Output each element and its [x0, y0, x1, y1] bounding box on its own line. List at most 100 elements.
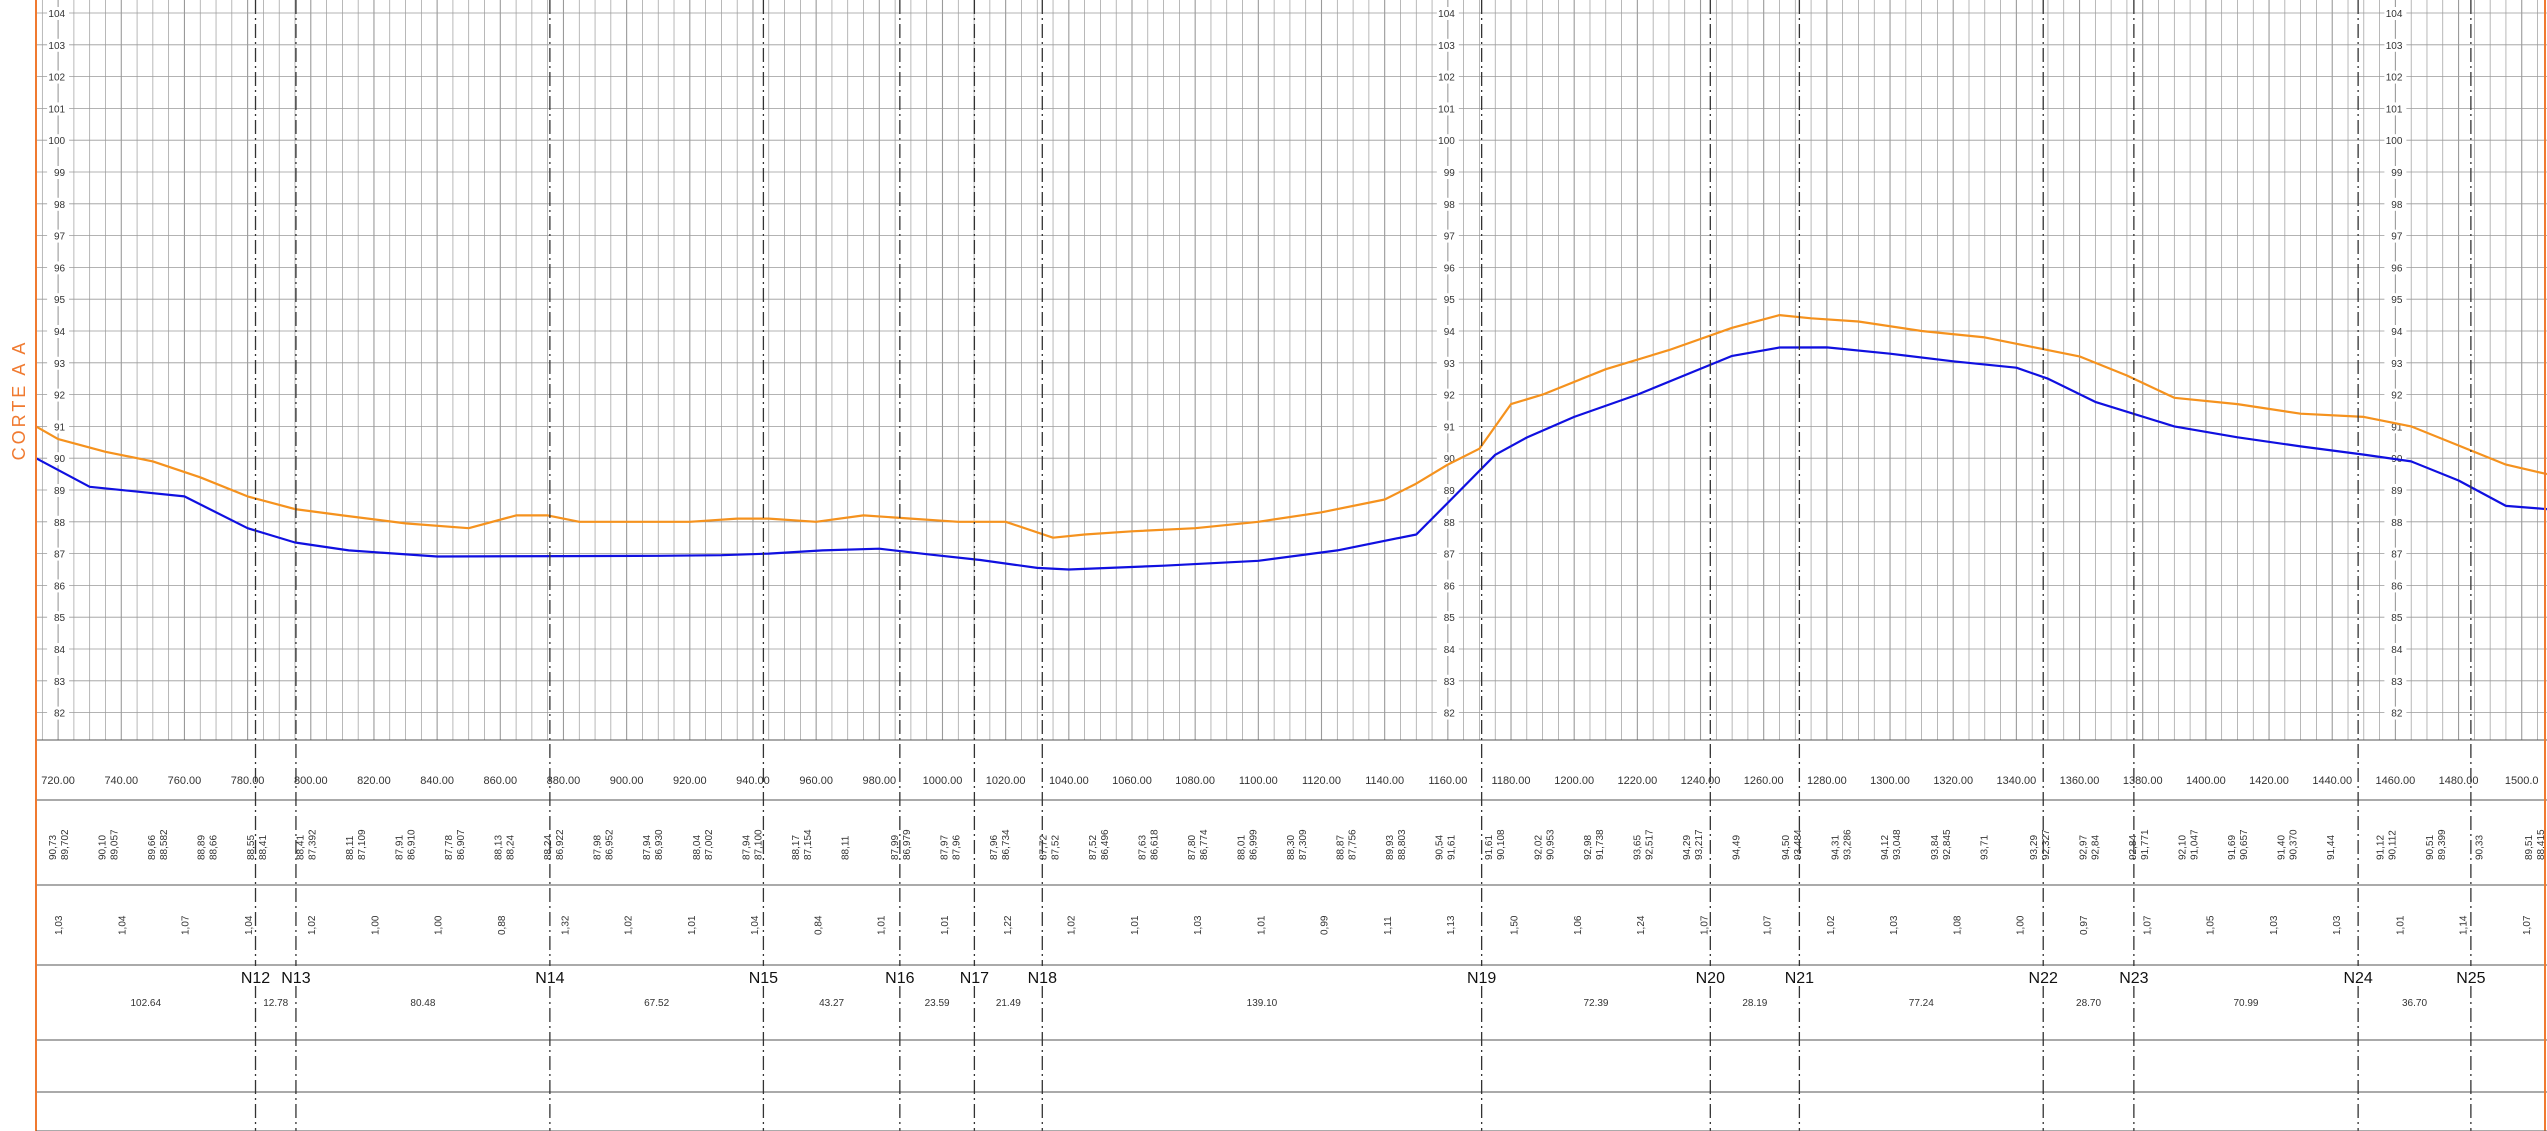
elevation-label-bg	[47, 70, 70, 84]
node-label: N12	[241, 970, 270, 987]
station-tick-label: 900.00	[610, 775, 644, 787]
elevation-label: 99	[2391, 168, 2403, 179]
elevation-label-bg	[1436, 515, 1459, 529]
pipe-elevation-value: 87,756	[1348, 829, 1359, 860]
elevation-label: 87	[2391, 550, 2403, 561]
pipe-elevation-value: 87,52	[1050, 835, 1061, 860]
elevation-label: 82	[2391, 709, 2403, 720]
elevation-label-bg	[47, 325, 70, 338]
pipe-elevation-value: 93,217	[1694, 829, 1705, 860]
terrain-elevation-value: 87,80	[1187, 835, 1198, 860]
pipe-elevation-value: 92,327	[2041, 829, 2052, 860]
slope-value: 1,14	[2459, 915, 2470, 935]
station-tick-label: 820.00	[357, 775, 391, 787]
pipe-elevation-value: 89,057	[110, 829, 121, 860]
elevation-label: 87	[1444, 550, 1456, 561]
segment-distance: 28.19	[1742, 998, 1767, 1009]
terrain-elevation-value: 87,91	[395, 835, 406, 860]
elevation-label: 88	[2391, 518, 2403, 529]
elevation-label: 101	[48, 104, 65, 115]
elevation-label: 101	[1438, 104, 1455, 115]
terrain-profile-line	[35, 314, 2547, 539]
elevation-label: 82	[1444, 709, 1456, 720]
elevation-label-bg	[47, 420, 70, 434]
pipe-elevation-value: 92,845	[1942, 829, 1953, 860]
elevation-label: 98	[2391, 200, 2403, 211]
slope-value: 1,00	[434, 915, 445, 935]
slope-value: 1,11	[1383, 916, 1394, 935]
elevation-label: 97	[54, 232, 66, 243]
station-tick-label: 1240.00	[1681, 775, 1721, 787]
slope-value: 1,07	[1699, 915, 1710, 935]
elevation-label-bg	[1436, 197, 1459, 211]
elevation-label: 100	[48, 136, 65, 147]
elevation-label: 86	[54, 581, 66, 592]
station-tick-label: 1000.00	[923, 775, 963, 787]
pipe-elevation-value: 93,286	[1843, 829, 1854, 860]
pipe-elevation-value: 87,96	[951, 835, 962, 860]
slope-value: 1,03	[2332, 915, 2343, 935]
elevation-label-bg	[47, 356, 70, 370]
slope-value: 1,04	[244, 915, 255, 935]
elevation-label-bg	[1436, 579, 1459, 593]
elevation-label: 93	[1444, 359, 1456, 370]
elevation-label: 103	[1438, 41, 1455, 52]
station-tick-label: 1440.00	[2312, 775, 2352, 787]
terrain-elevation-value: 93,29	[2029, 835, 2040, 860]
elevation-label-bg	[1436, 102, 1459, 116]
elevation-label-bg	[1436, 547, 1459, 561]
segment-distance: 28.70	[2076, 998, 2101, 1009]
elevation-label: 100	[1438, 136, 1455, 147]
elevation-label: 84	[1444, 645, 1456, 656]
segment-distance: 70.99	[2233, 998, 2258, 1009]
node-label-bg	[2336, 966, 2381, 986]
node-label: N18	[1028, 970, 1057, 987]
elevation-label-bg	[1436, 70, 1459, 84]
elevation-label: 96	[2391, 263, 2403, 274]
terrain-elevation-value: 87,78	[444, 835, 455, 860]
pipe-elevation-value: 90,112	[2387, 830, 2398, 860]
elevation-label: 86	[1444, 581, 1456, 592]
slope-value: 1,03	[1889, 915, 1900, 935]
station-tick-label: 860.00	[483, 775, 517, 787]
elevation-label-bg	[47, 611, 70, 625]
station-tick-label: 1260.00	[1744, 775, 1784, 787]
elevation-label: 89	[54, 486, 66, 497]
node-label-bg	[2448, 966, 2493, 986]
station-tick-label: 720.00	[41, 775, 75, 787]
slope-value: 1,24	[1636, 915, 1647, 935]
node-label: N21	[1785, 970, 1814, 987]
pipe-elevation-value: 86,734	[1001, 829, 1012, 860]
elevation-label-bg	[2384, 611, 2407, 625]
pipe-elevation-value: 88,41	[258, 835, 269, 860]
elevation-label: 101	[2386, 104, 2403, 115]
terrain-elevation-value: 91,61	[1484, 835, 1495, 860]
pipe-elevation-value: 88,582	[159, 829, 170, 860]
terrain-elevation-value: 87,63	[1137, 835, 1148, 860]
terrain-elevation-value: 87,98	[593, 835, 604, 860]
station-tick-label: 760.00	[168, 775, 202, 787]
slope-value: 1,02	[307, 915, 318, 935]
node-label-bg	[877, 966, 922, 986]
terrain-elevation-value: 88,89	[197, 835, 208, 860]
pipe-elevation-value: 87,100	[753, 829, 764, 860]
elevation-label: 84	[54, 645, 66, 656]
station-tick-label: 1500.0	[2505, 775, 2539, 787]
node-label: N22	[2029, 970, 2058, 987]
node-label: N16	[885, 970, 914, 987]
elevation-axis-labels: 104 103 102 101 100 99 98 97 96 95 94 93 92 91 90 89 88 8…	[47, 7, 2407, 720]
slope-value: 1,22	[1003, 915, 1014, 935]
station-tick-label: 1300.00	[1870, 775, 1910, 787]
pipe-elevation-value: 86,952	[605, 829, 616, 860]
pipe-elevation-value: 86,496	[1100, 829, 1111, 860]
station-tick-label: 1220.00	[1617, 775, 1657, 787]
slope-value: 1,03	[54, 915, 65, 935]
terrain-elevation-value: 94,29	[1682, 835, 1693, 860]
pipe-elevation-value: 91,047	[2189, 829, 2200, 860]
slope-value: 1,03	[2269, 915, 2280, 935]
pipe-elevation-value: 86,618	[1149, 829, 1160, 860]
terrain-elevation-value: 89,66	[147, 835, 158, 860]
slope-value: 1,07	[1763, 915, 1774, 935]
elevation-label: 94	[2391, 327, 2403, 338]
elevation-label-bg	[47, 229, 70, 243]
